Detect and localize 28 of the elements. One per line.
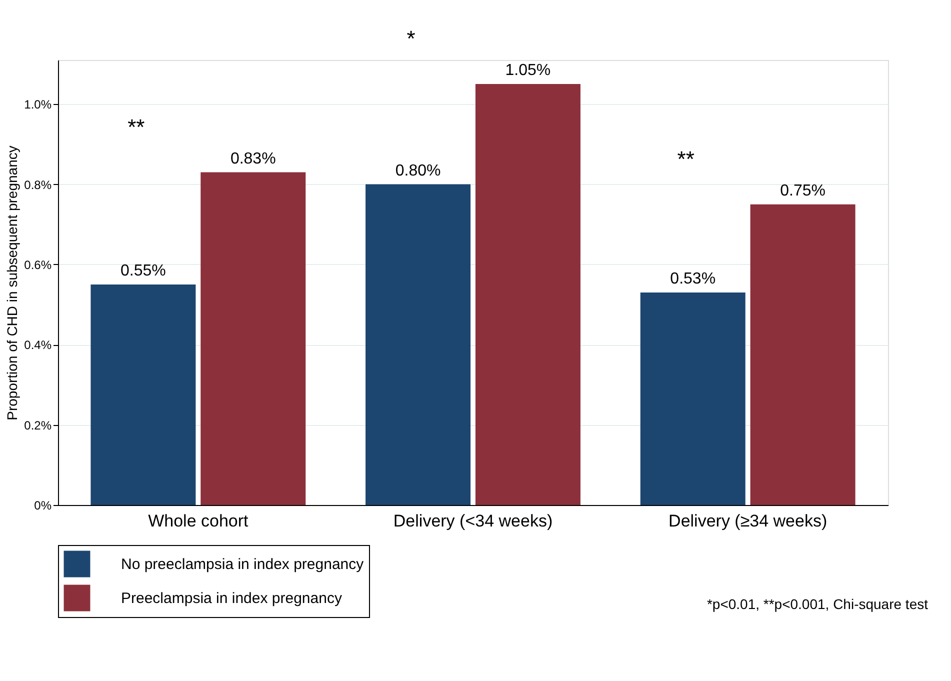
y-tick-label: 0.4% [24, 338, 52, 352]
y-tick-label: 0% [34, 498, 52, 512]
data-label: 0.80% [395, 162, 441, 180]
x-tick-label: Delivery (≥34 weeks) [668, 512, 828, 530]
text: *p<0.01, **p<0.001, Chi-square test [706, 596, 928, 612]
data-label: 0.75% [780, 182, 826, 200]
x-tick-label: Delivery (<34 weeks) [393, 512, 553, 530]
data-label: 0.83% [230, 150, 276, 168]
bar [475, 84, 580, 505]
legend-label: No preeclampsia in index pregnancy [121, 556, 364, 573]
bar [200, 172, 306, 505]
legend-label: Preeclampsia in index pregnancy [121, 590, 342, 607]
y-tick-label: 1.0% [24, 98, 52, 112]
annotation: ** [128, 114, 146, 140]
annotation: ** [677, 146, 695, 172]
data-label: 1.05% [505, 62, 551, 80]
bar [366, 184, 471, 505]
data-label: 0.53% [670, 270, 716, 288]
bar [640, 292, 746, 505]
text: * [406, 26, 416, 52]
y-axis-title: Proportion of CHD in subsequent pregnancy [4, 146, 20, 420]
x-tick-label: Whole cohort [148, 512, 249, 530]
y-tick-label: 0.2% [24, 418, 52, 432]
y-tick-label: 0.6% [24, 258, 52, 272]
bar [90, 284, 196, 505]
y-tick-label: 0.8% [24, 178, 52, 192]
bar [750, 204, 856, 505]
data-label: 0.55% [120, 262, 166, 280]
